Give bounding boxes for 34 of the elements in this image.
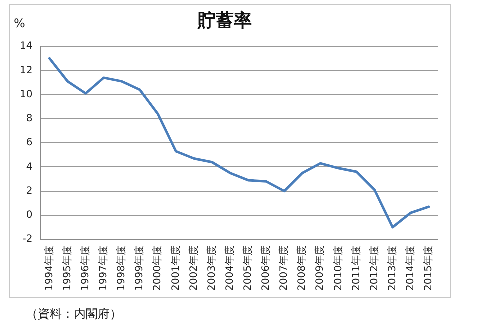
x-tick-label: 2001年度 bbox=[170, 246, 182, 292]
y-tick-label: 4 bbox=[26, 162, 33, 173]
x-tick-label: 1996年度 bbox=[79, 246, 92, 292]
x-tick-label: 2002年度 bbox=[188, 246, 200, 292]
x-tick-label: 2013年度 bbox=[386, 246, 398, 292]
x-tick-label: 2000年度 bbox=[152, 246, 164, 292]
y-tick-label: 8 bbox=[26, 114, 33, 125]
text: （資料：内閣府） bbox=[26, 306, 122, 323]
x-tick-label: 2003年度 bbox=[206, 246, 218, 292]
chart-title: 貯蓄率 bbox=[197, 10, 252, 32]
y-tick-label: 12 bbox=[20, 65, 33, 76]
x-tick-label: 2015年度 bbox=[422, 246, 435, 292]
x-tick-label: 1999年度 bbox=[134, 246, 146, 292]
y-tick-label: -2 bbox=[22, 234, 33, 246]
x-tick-label: 2009年度 bbox=[314, 246, 326, 292]
x-tick-label: 1997年度 bbox=[98, 246, 110, 292]
y-axis-title: % bbox=[14, 16, 26, 31]
x-tick-label: 2008年度 bbox=[296, 246, 308, 292]
x-tick-label: 2011年度 bbox=[350, 246, 362, 292]
y-tick-label: 14 bbox=[20, 41, 33, 52]
y-tick-label: 6 bbox=[26, 138, 33, 149]
y-tick-label: 2 bbox=[26, 186, 33, 197]
x-tick-label: 2007年度 bbox=[278, 246, 290, 292]
x-tick-label: 2012年度 bbox=[368, 246, 380, 292]
x-tick-label: 1998年度 bbox=[116, 246, 128, 292]
y-tick-label: 0 bbox=[26, 210, 33, 222]
x-tick-label: 1995年度 bbox=[61, 246, 74, 292]
x-tick-label: 2004年度 bbox=[224, 246, 236, 292]
y-tick-label: 10 bbox=[20, 89, 33, 100]
x-tick-label: 2010年度 bbox=[332, 246, 344, 292]
x-tick-label: 2006年度 bbox=[260, 246, 272, 292]
x-tick-label: 2014年度 bbox=[404, 246, 417, 292]
x-tick-label: 2005年度 bbox=[242, 246, 254, 292]
x-tick-label: 1994年度 bbox=[43, 246, 56, 292]
